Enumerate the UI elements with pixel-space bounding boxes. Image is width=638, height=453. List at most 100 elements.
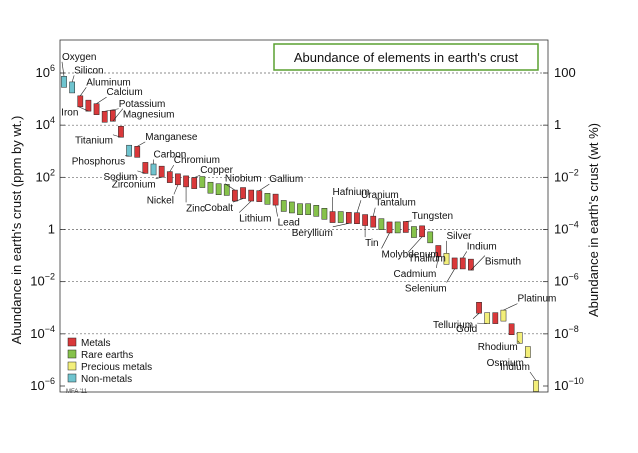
bar-aluminum (77, 95, 84, 108)
element-label-tellurium: Tellurium (433, 320, 473, 331)
right-tick-label: 100 (554, 65, 576, 80)
bar-platinum (500, 309, 507, 322)
element-label-tantalum: Tantalum (375, 198, 416, 209)
legend-label: Non-metals (81, 374, 132, 385)
bar-rare-earth (321, 208, 328, 220)
element-label-titanium: Titanium (75, 136, 113, 147)
legend-swatch (67, 337, 77, 347)
bar-iron (85, 99, 92, 112)
label-leader (80, 87, 87, 97)
element-label-thallium: Thallium (408, 253, 446, 264)
bar-uranium (354, 212, 360, 224)
label-leader (173, 184, 179, 195)
bar-osmium (525, 346, 531, 358)
bar-tin (362, 214, 368, 226)
label-leader (78, 106, 89, 112)
element-label-chromium: Chromium (174, 155, 220, 166)
bar-rare-earth (305, 203, 311, 215)
label-leader (194, 174, 201, 178)
element-label-silver: Silver (446, 231, 472, 242)
label-leader (529, 371, 537, 381)
label-leader (71, 75, 75, 83)
right-axis-ticks: 100 1 10−2 10−4 10−6 10−8 10−10 (543, 65, 584, 393)
bar-oxygen (61, 76, 67, 88)
label-leader (477, 322, 488, 324)
element-bars (61, 76, 539, 392)
bar-tantalum (370, 215, 377, 228)
bar-phosphorus (126, 144, 132, 157)
bar-rare-earth (289, 201, 295, 214)
bar-gold (484, 312, 491, 324)
element-label-calcium: Calcium (107, 87, 143, 98)
label-leader (405, 220, 412, 222)
label-leader (275, 205, 278, 217)
left-tick-label: 10−6 (30, 376, 55, 393)
left-tick-label: 102 (36, 167, 55, 184)
element-label-gold: Gold (456, 324, 477, 335)
bar-rare-earth (207, 181, 214, 194)
element-label-uranium: Uranium (361, 190, 399, 201)
element-label-iridium: Iridium (500, 362, 530, 373)
bar-molybdenum (386, 221, 393, 234)
label-leader (125, 155, 130, 157)
bar-tellurium (476, 302, 482, 314)
element-label-lead: Lead (278, 218, 300, 229)
bar-thallium (419, 225, 425, 238)
gridlines (60, 72, 548, 335)
element-label-lithium: Lithium (239, 214, 271, 225)
left-tick-label: 1 (48, 222, 55, 237)
bar-lithium (248, 189, 255, 202)
label-leader (61, 61, 65, 77)
legend-swatch (67, 349, 77, 359)
element-label-tungsten: Tungsten (412, 211, 453, 222)
label-leader (503, 303, 518, 311)
bar-cobalt (240, 187, 246, 199)
element-label-aluminum: Aluminum (86, 77, 130, 88)
element-label-oxygen: Oxygen (62, 52, 96, 63)
element-label-molybdenum: Molybdenum (382, 249, 439, 260)
element-label-niobium: Niobium (225, 174, 262, 185)
bar-manganese (134, 146, 141, 158)
right-tick-label: 10−2 (554, 167, 579, 184)
bar-rare-earth (280, 200, 287, 212)
element-label-cadmium: Cadmium (394, 269, 437, 280)
credit-note: MFA '11 (66, 389, 88, 395)
bar-silicon (69, 81, 75, 94)
label-leader (470, 255, 486, 271)
element-label-bismuth: Bismuth (485, 257, 521, 268)
label-leader (356, 200, 362, 213)
label-leader (372, 207, 376, 217)
legend-swatch (67, 361, 77, 371)
bar-rare-earth (215, 183, 222, 195)
bar-rare-earth (297, 203, 303, 215)
right-tick-label: 10−10 (554, 376, 584, 393)
bar-rare-earth (199, 176, 206, 188)
bar-rare-earth (394, 221, 401, 234)
element-label-nickel: Nickel (147, 195, 174, 206)
bar-rare-earth (508, 323, 515, 335)
element-label-silicon: Silicon (74, 65, 103, 76)
label-leader (462, 251, 468, 259)
element-label-manganese: Manganese (145, 132, 198, 143)
bar-rare-earth (378, 218, 385, 230)
element-label-osmium: Osmium (487, 358, 524, 369)
label-leader (407, 236, 423, 253)
label-leader (112, 108, 124, 122)
right-tick-label: 10−4 (554, 220, 579, 237)
bar-niobium (232, 189, 238, 202)
label-leader (238, 200, 252, 213)
element-label-rhodium: Rhodium (478, 342, 518, 353)
legend-label: Rare earths (81, 350, 133, 361)
bar-tungsten (402, 221, 409, 233)
bar-rare-earth (337, 211, 344, 223)
left-tick-label: 104 (36, 115, 55, 132)
label-leader (517, 340, 520, 344)
element-label-hafnium: Hafnium (333, 187, 370, 198)
bar-carbon (150, 163, 157, 176)
bar-calcium (93, 103, 100, 115)
plot-frame (59, 39, 549, 393)
bar-indium (459, 257, 466, 270)
label-leader (96, 96, 107, 104)
